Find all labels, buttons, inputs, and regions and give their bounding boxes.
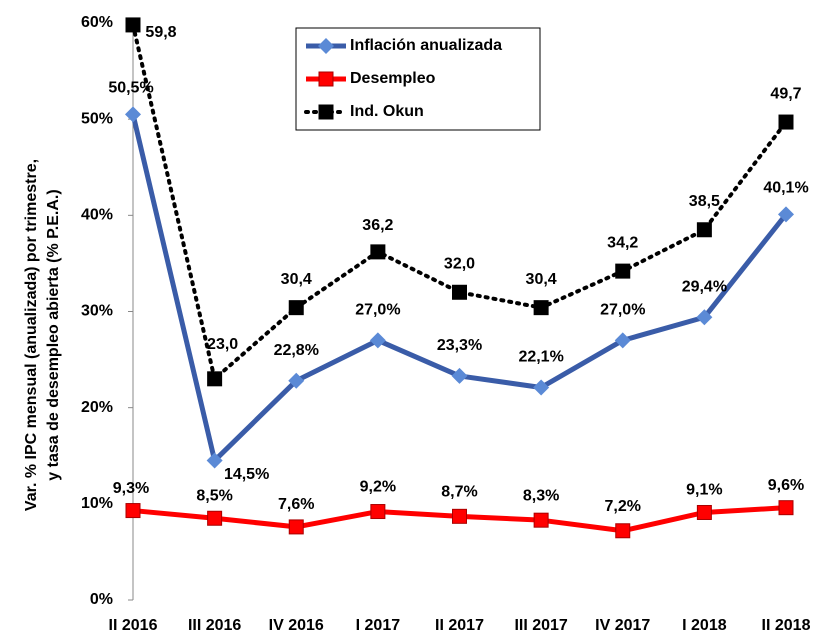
x-tick-label: II 2016 <box>109 617 158 634</box>
data-point <box>206 452 223 469</box>
data-label: 9,3% <box>113 480 149 497</box>
x-tick-label: I 2018 <box>682 617 727 634</box>
y-tick-label: 50% <box>81 110 113 127</box>
data-point <box>696 504 712 520</box>
data-point <box>778 114 794 130</box>
y-tick-label: 30% <box>81 303 113 320</box>
data-point <box>452 284 467 300</box>
data-label: 38,5 <box>689 193 720 210</box>
data-point <box>451 367 468 384</box>
y-tick-label: 0% <box>90 591 113 608</box>
legend-label: Inflación anualizada <box>350 37 502 54</box>
x-tick-label: I 2017 <box>356 617 401 634</box>
legend-marker <box>318 104 334 120</box>
data-label: 30,4 <box>281 271 312 288</box>
data-point <box>370 244 386 260</box>
y-tick-label: 60% <box>81 14 113 31</box>
data-point <box>125 503 141 519</box>
data-point <box>696 222 712 238</box>
data-label: 34,2 <box>607 234 638 251</box>
data-point <box>533 300 549 316</box>
data-point <box>615 523 631 539</box>
data-point <box>288 300 304 316</box>
data-label: 59,8 <box>145 24 176 41</box>
y-tick-label: 20% <box>81 399 113 416</box>
data-label: 50,5% <box>108 80 153 97</box>
data-point <box>778 206 794 223</box>
data-label: 9,1% <box>686 482 722 499</box>
data-label: 8,3% <box>523 487 559 504</box>
data-point <box>370 504 386 520</box>
x-tick-label: IV 2017 <box>595 617 650 634</box>
data-label: 32,0 <box>444 255 475 272</box>
x-tick-label: III 2017 <box>514 617 567 634</box>
data-label: 23,3% <box>437 337 482 354</box>
data-label: 49,7 <box>770 85 801 102</box>
data-point <box>125 106 141 123</box>
data-label: 30,4 <box>526 271 557 288</box>
data-label: 22,1% <box>518 349 563 366</box>
data-point <box>696 309 713 326</box>
y-axis-label: Var. % IPC mensual (anualizada) por trim… <box>23 159 40 511</box>
data-point <box>533 512 549 528</box>
data-label: 9,2% <box>360 479 396 496</box>
data-point <box>207 510 223 526</box>
data-label: 7,6% <box>278 496 314 513</box>
data-point <box>288 519 304 535</box>
y-axis-label: y tasa de desempleo abierta (% P.E.A.) <box>45 189 62 480</box>
x-tick-label: II 2018 <box>762 617 811 634</box>
x-tick-label: III 2016 <box>188 617 241 634</box>
data-label: 7,2% <box>605 498 641 515</box>
y-tick-label: 40% <box>81 207 113 224</box>
x-tick-label: II 2017 <box>435 617 484 634</box>
data-point <box>778 500 794 516</box>
data-label: 8,5% <box>196 487 232 504</box>
data-point <box>207 371 223 387</box>
data-label: 27,0% <box>600 302 645 319</box>
data-label: 40,1% <box>763 180 808 197</box>
series-line <box>131 22 788 381</box>
y-tick-label: 10% <box>81 495 113 512</box>
data-point <box>125 17 141 33</box>
data-label: 22,8% <box>274 342 319 359</box>
data-point <box>369 332 386 349</box>
data-point <box>615 263 631 279</box>
data-label: 23,0 <box>207 336 238 353</box>
data-point <box>288 372 305 389</box>
x-tick-label: IV 2016 <box>269 617 324 634</box>
data-label: 29,4% <box>682 278 727 295</box>
data-point <box>614 332 631 349</box>
legend-label: Ind. Okun <box>350 103 424 120</box>
legend-marker <box>318 71 334 87</box>
legend-marker <box>318 38 334 54</box>
data-label: 27,0% <box>355 302 400 319</box>
data-point <box>533 379 550 396</box>
data-label: 8,7% <box>441 484 477 501</box>
data-point <box>452 508 467 524</box>
data-label: 36,2 <box>362 217 393 234</box>
legend-label: Desempleo <box>350 70 436 87</box>
data-label: 14,5% <box>224 466 269 483</box>
data-label: 9,6% <box>768 477 804 494</box>
